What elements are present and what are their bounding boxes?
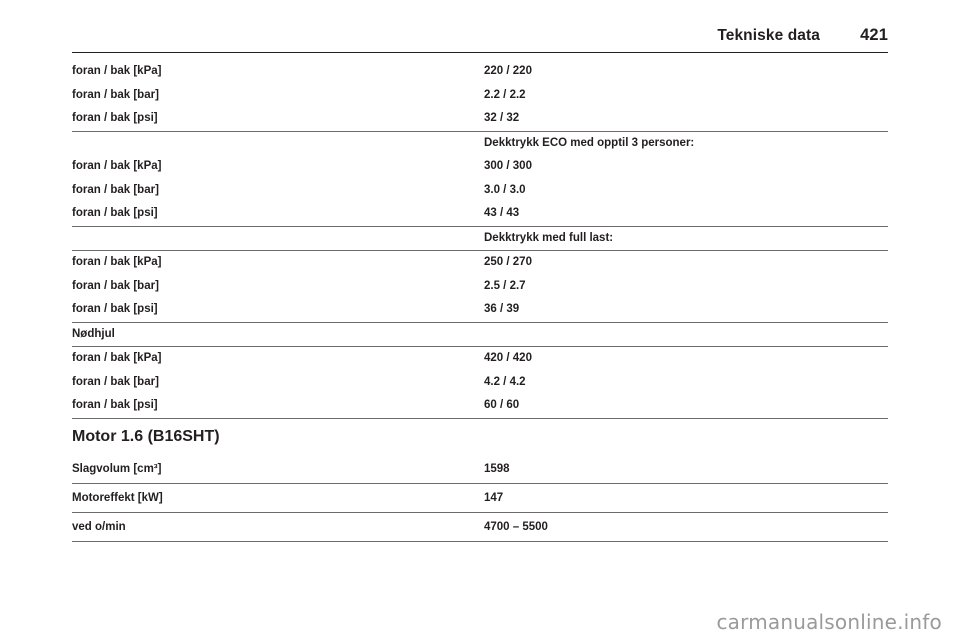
- table-group-spare-wheel-heading: Nødhjul: [72, 323, 888, 347]
- row-label: foran / bak [bar]: [72, 375, 159, 388]
- table-row: Dekktrykk med full last:: [72, 227, 888, 251]
- table-row: foran / bak [bar] 4.2 / 4.2: [72, 371, 888, 395]
- row-label: foran / bak [psi]: [72, 112, 158, 124]
- row-subheading: Dekktrykk med full last:: [484, 231, 614, 244]
- table-group-tyre-pressure-full-load-values: foran / bak [kPa] 250 / 270 foran / bak [b…: [72, 251, 888, 323]
- row-value: 4700 – 5500: [484, 520, 548, 533]
- row-label: foran / bak [kPa]: [72, 160, 162, 172]
- row-label: foran / bak [psi]: [72, 207, 158, 219]
- table-row: Nødhjul: [72, 323, 888, 347]
- table-group-spare-wheel-values: foran / bak [kPa] 420 / 420 foran / bak [b…: [72, 347, 888, 419]
- table-row: foran / bak [psi] 60 / 60: [72, 394, 888, 418]
- page-header: Tekniske data 421: [72, 26, 888, 45]
- row-value: 250 / 270: [484, 256, 532, 268]
- table-row: foran / bak [kPa] 420 / 420: [72, 347, 888, 371]
- table-row: ved o/min 4700 – 5500: [72, 513, 888, 541]
- table-group-tyre-pressure-eco-up-to-3-persons: Dekktrykk ECO med opptil 3 personer: fora…: [72, 132, 888, 227]
- page-title: Tekniske data: [717, 27, 820, 44]
- page-number: 421: [860, 26, 888, 44]
- table-row: foran / bak [kPa] 220 / 220: [72, 60, 888, 84]
- table-row: foran / bak [bar] 3.0 / 3.0: [72, 179, 888, 203]
- row-label: foran / bak [bar]: [72, 183, 159, 196]
- row-value: 220 / 220: [484, 65, 532, 77]
- row-value: 32 / 32: [484, 112, 520, 124]
- row-label: foran / bak [psi]: [72, 399, 158, 411]
- row-label: Nødhjul: [72, 327, 115, 340]
- table-row: foran / bak [kPa] 300 / 300: [72, 155, 888, 179]
- table-group-engine-power: Motoreffekt [kW] 147: [72, 484, 888, 513]
- section-heading-label: Motor 1.6 (B16SHT): [72, 427, 220, 445]
- header-divider: [72, 52, 888, 53]
- row-label: ved o/min: [72, 520, 126, 533]
- table-group-engine-rpm: ved o/min 4700 – 5500: [72, 513, 888, 542]
- technical-data-table: foran / bak [kPa] 220 / 220 foran / bak [b…: [72, 60, 888, 542]
- row-label: foran / bak [kPa]: [72, 256, 162, 268]
- row-label: Slagvolum [cm³]: [72, 462, 162, 475]
- table-row: Motoreffekt [kW] 147: [72, 484, 888, 512]
- row-value: 60 / 60: [484, 399, 520, 411]
- row-value: 147: [484, 491, 504, 504]
- row-label: foran / bak [bar]: [72, 88, 159, 101]
- row-value: 420 / 420: [484, 352, 532, 364]
- table-row: foran / bak [kPa] 250 / 270: [72, 251, 888, 275]
- table-row: foran / bak [bar] 2.5 / 2.7: [72, 275, 888, 299]
- row-value: 2.5 / 2.7: [484, 279, 526, 292]
- table-row: Dekktrykk ECO med opptil 3 personer:: [72, 132, 888, 156]
- row-subheading: Dekktrykk ECO med opptil 3 personer:: [484, 136, 695, 149]
- table-group-tyre-pressure-full-load-heading: Dekktrykk med full last:: [72, 227, 888, 251]
- row-value: 1598: [484, 462, 510, 475]
- table-row: foran / bak [psi] 43 / 43: [72, 202, 888, 226]
- row-label: foran / bak [bar]: [72, 279, 159, 292]
- row-value: 43 / 43: [484, 207, 520, 219]
- table-row: foran / bak [psi] 36 / 39: [72, 298, 888, 322]
- table-group-engine-section-title: Motor 1.6 (B16SHT): [72, 419, 888, 455]
- row-label: foran / bak [kPa]: [72, 65, 162, 77]
- table-group-engine-displacement: Slagvolum [cm³] 1598: [72, 455, 888, 484]
- footer-watermark: carmanualsonline.info: [716, 610, 942, 634]
- row-value: 4.2 / 4.2: [484, 375, 526, 388]
- table-row: foran / bak [psi] 32 / 32: [72, 107, 888, 131]
- row-label: foran / bak [psi]: [72, 303, 158, 315]
- row-value: 2.2 / 2.2: [484, 88, 526, 101]
- row-label: foran / bak [kPa]: [72, 352, 162, 364]
- row-label: Motoreffekt [kW]: [72, 491, 163, 504]
- row-value: 36 / 39: [484, 303, 520, 315]
- table-group-tyre-pressure-standard-values: foran / bak [kPa] 220 / 220 foran / bak [b…: [72, 60, 888, 132]
- table-row: foran / bak [bar] 2.2 / 2.2: [72, 84, 888, 108]
- row-value: 300 / 300: [484, 160, 532, 172]
- row-value: 3.0 / 3.0: [484, 183, 526, 196]
- section-heading-row: Motor 1.6 (B16SHT): [72, 419, 888, 455]
- table-row: Slagvolum [cm³] 1598: [72, 455, 888, 483]
